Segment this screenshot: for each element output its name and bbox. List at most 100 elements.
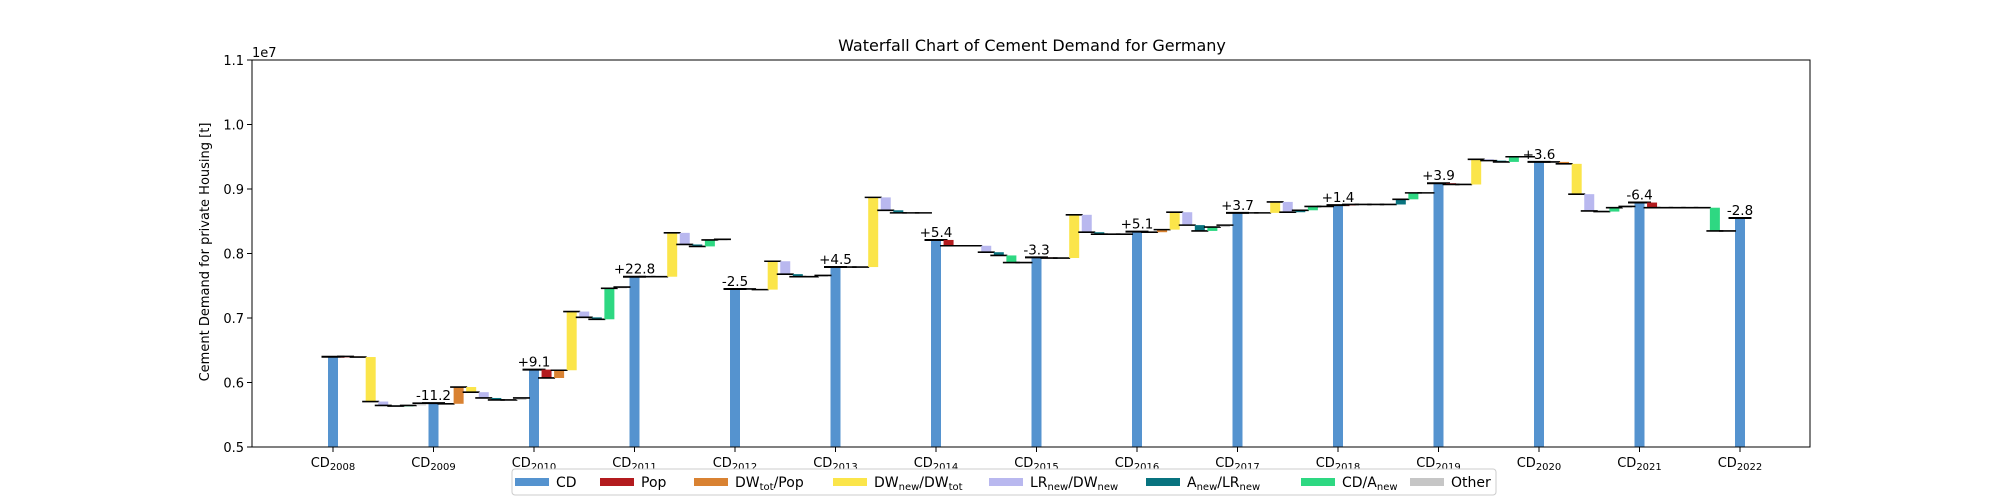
legend-label: CD/Anew [1342, 475, 1398, 493]
cd-data-label: -11.2 [416, 388, 451, 404]
factor-segment [1584, 194, 1595, 211]
factor-segment [1408, 192, 1419, 200]
cd-bar [1634, 202, 1645, 447]
factor-segment [365, 357, 376, 402]
factor-segment [1307, 206, 1318, 211]
factor-segment [868, 197, 879, 268]
legend-label: Other [1451, 475, 1491, 491]
x-tick-label: CD2020 [1517, 456, 1562, 473]
factor-segment [491, 397, 502, 400]
factor-segment [767, 261, 778, 290]
cd-bar [328, 356, 338, 447]
factor-segment [1609, 207, 1620, 212]
factor-segment [1508, 156, 1519, 162]
x-tick-label: CD2009 [411, 456, 456, 473]
cd-data-label: +1.4 [1322, 190, 1355, 206]
legend-swatch [1146, 478, 1180, 486]
factor-segment [591, 317, 602, 320]
cd-bar [529, 369, 539, 447]
legend-swatch [515, 478, 549, 486]
factor-segment [1471, 159, 1482, 185]
chart-title: Waterfall Chart of Cement Demand for Ger… [838, 36, 1226, 55]
cd-bar [1132, 231, 1142, 447]
cd-bar [1534, 161, 1544, 447]
factor-segment [1069, 214, 1080, 259]
cd-bar [428, 403, 439, 447]
x-tick-label: CD2010 [512, 456, 557, 473]
factor-segment [1081, 214, 1092, 233]
x-tick-label: CD2015 [1014, 456, 1059, 473]
factor-segment [993, 252, 1004, 256]
legend-label: DWtot/Pop [735, 475, 804, 493]
x-tick-label: CD2016 [1115, 456, 1160, 473]
cd-bar [1333, 205, 1343, 447]
cd-bar [629, 276, 640, 447]
factor-segment [466, 387, 477, 393]
factor-segment [679, 232, 690, 245]
cd-data-label: +4.5 [819, 252, 852, 268]
y-tick-label: 0.8 [223, 248, 244, 263]
cd-data-label: +22.8 [614, 262, 655, 278]
cd-data-label: +3.9 [1422, 168, 1455, 184]
factor-segment [792, 274, 803, 277]
factor-segment [566, 311, 577, 371]
x-tick-label: CD2021 [1617, 456, 1662, 473]
factor-segment [943, 239, 954, 246]
x-tick-label: CD2022 [1718, 456, 1763, 473]
x-tick-label: CD2008 [311, 456, 356, 473]
cd-bar [730, 288, 740, 447]
axis-ticks: 0.5 0.6 0.7 0.8 0.9 1.0 1.1 CD2008 CD2009 CD2010 C… [223, 54, 1762, 473]
legend-swatch [1410, 478, 1444, 486]
cd-data-label: -2.5 [722, 274, 748, 290]
legend-label: LRnew/DWnew [1030, 475, 1118, 493]
factor-segment [1270, 201, 1281, 213]
factor-segment [1006, 255, 1017, 263]
y-tick-label: 0.7 [223, 312, 244, 327]
factor-segment [1295, 210, 1306, 213]
y-axis-multiplier: 1e7 [252, 46, 277, 61]
factor-segment [1094, 232, 1105, 235]
factor-segment [378, 401, 389, 406]
cd-bar [1735, 218, 1745, 447]
factor-segment [1219, 225, 1230, 228]
cd-data-label: -3.3 [1023, 242, 1049, 258]
cd-data-label: -6.4 [1626, 188, 1652, 204]
cd-data-label: -2.8 [1727, 203, 1753, 219]
cd-bar [931, 239, 941, 447]
factor-segment [453, 387, 464, 404]
x-tick-label: CD2017 [1215, 456, 1260, 473]
factor-segment [604, 288, 615, 320]
factor-segment [516, 397, 527, 400]
y-tick-label: 0.6 [223, 377, 244, 392]
cd-bar [1031, 257, 1042, 447]
legend-label: Anew/LRnew [1187, 475, 1260, 493]
legend-label: CD [556, 475, 577, 491]
y-axis-label: Cement Demand for private Housing [t] [198, 123, 213, 382]
y-tick-label: 1.0 [223, 119, 244, 134]
factor-segment [1559, 161, 1570, 164]
cd-data-label: +3.6 [1523, 147, 1556, 163]
cd-data-label: +9.1 [518, 355, 551, 371]
factor-segment [1709, 207, 1720, 231]
cd-bar [1433, 183, 1444, 447]
x-tick-label: CD2011 [612, 456, 657, 473]
cd-bar [830, 267, 841, 447]
factor-segment [415, 403, 426, 406]
factor-segment [880, 197, 891, 211]
legend-swatch [833, 478, 867, 486]
plot-frame [251, 59, 1811, 448]
legend-swatch [989, 478, 1023, 486]
chart-marks: -11.2 +9.1 +22.8 -2.5 +4.5 +5.4 -3.3 +5.1 +3.7 +1… [321, 147, 1753, 447]
factor-segment [893, 210, 904, 213]
factor-segment [1157, 229, 1168, 233]
legend-swatch [1301, 478, 1335, 486]
factor-segment [981, 245, 992, 253]
factor-segment [579, 311, 590, 318]
cd-data-label: +3.7 [1221, 198, 1254, 214]
x-tick-label: CD2012 [713, 456, 758, 473]
factor-segment [478, 392, 489, 398]
cd-bar [1232, 212, 1243, 447]
legend-swatch [694, 478, 728, 486]
factor-segment [667, 232, 678, 277]
